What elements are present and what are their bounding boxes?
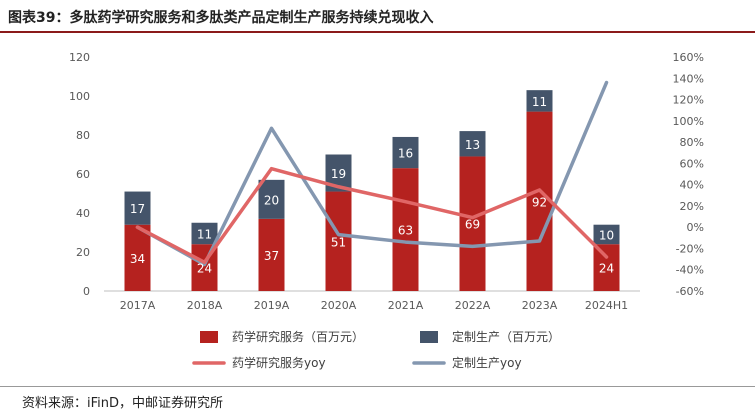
bar-pharma-service [593, 244, 620, 291]
y-left-tick-label: 100 [69, 90, 90, 103]
data-label-pharma: 34 [130, 252, 145, 266]
x-tick-label: 2024H1 [585, 299, 628, 312]
x-tick-label: 2022A [455, 299, 491, 312]
bar-pharma-service [124, 224, 151, 291]
legend-pharma-service-swatch [200, 331, 218, 343]
data-label-pharma: 24 [197, 262, 212, 276]
source-note: 资料来源：iFinD，中邮证券研究所 [22, 396, 224, 411]
legend-custom-production-swatch [420, 331, 438, 343]
data-label-custom: 11 [532, 95, 547, 109]
bar-custom-production [191, 222, 218, 245]
data-label-custom: 16 [398, 147, 413, 161]
y-left-tick-label: 20 [76, 246, 90, 259]
legend-pharma-service-label: 药学研究服务（百万元） [232, 329, 364, 344]
x-tick-label: 2018A [187, 299, 223, 312]
y-left-tick-label: 120 [69, 51, 90, 64]
bar-pharma-service [258, 218, 285, 291]
bar-pharma-service [392, 168, 419, 291]
title-bar: 图表39：多肽药学研究服务和多肽类产品定制生产服务持续兑现收入 [0, 0, 755, 30]
x-tick-label: 2020A [321, 299, 357, 312]
legend-custom-production-label: 定制生产（百万元） [452, 329, 560, 344]
data-label-custom: 11 [197, 227, 212, 241]
bar-custom-production [526, 90, 553, 112]
legend-pharma-yoy-label: 药学研究服务yoy [232, 355, 326, 370]
y-left-tick-label: 40 [76, 207, 90, 220]
x-tick-label: 2019A [254, 299, 290, 312]
data-label-pharma: 69 [465, 218, 480, 232]
data-label-custom: 13 [465, 138, 480, 152]
data-label-pharma: 51 [331, 235, 346, 249]
bar-custom-production [459, 131, 486, 157]
legend-custom-yoy-label: 定制生产yoy [452, 355, 522, 370]
y-right-tick-label: 160% [673, 51, 704, 64]
y-left-tick-label: 0 [83, 285, 90, 298]
line-pharma-yoy [135, 166, 609, 265]
y-right-tick-label: 120% [673, 94, 704, 107]
bar-pharma-service [459, 156, 486, 291]
y-right-tick-label: 80% [680, 136, 704, 149]
data-label-custom: 10 [599, 228, 614, 242]
line-custom-yoy [135, 80, 609, 267]
bar-custom-production [392, 136, 419, 169]
title-divider [0, 31, 755, 33]
bar-custom-production [593, 224, 620, 245]
y-right-tick-label: 60% [680, 157, 704, 170]
y-right-tick-label: 40% [680, 179, 704, 192]
y-right-tick-label: 100% [673, 115, 704, 128]
y-right-tick-label: 140% [673, 72, 704, 85]
data-label-custom: 17 [130, 202, 145, 216]
y-left-tick-label: 60 [76, 168, 90, 181]
x-tick-label: 2021A [388, 299, 424, 312]
y-left-tick-label: 80 [76, 129, 90, 142]
data-label-custom: 20 [264, 193, 279, 207]
x-tick-label: 2017A [120, 299, 156, 312]
source-divider [0, 386, 755, 387]
data-label-pharma: 92 [532, 195, 547, 209]
data-label-pharma: 37 [264, 249, 279, 263]
data-label-pharma: 63 [398, 224, 413, 238]
bar-pharma-service [526, 111, 553, 291]
bar-pharma-service [325, 191, 352, 291]
y-right-tick-label: 20% [680, 200, 704, 213]
bar-custom-production [124, 191, 151, 225]
chart-title: 图表39：多肽药学研究服务和多肽类产品定制生产服务持续兑现收入 [8, 10, 434, 26]
chart-area: 0 20 40 60 80 100 120 -60% -40% -20% 0% 20% 40% 60% 80… [69, 51, 704, 370]
data-label-pharma: 24 [599, 262, 614, 276]
x-tick-label: 2023A [522, 299, 558, 312]
y-right-tick-label: -60% [676, 285, 704, 298]
y-right-tick-label: -20% [676, 242, 704, 255]
bar-custom-production [258, 179, 285, 219]
y-right-tick-label: 0% [687, 221, 704, 234]
y-right-tick-label: -40% [676, 264, 704, 277]
data-label-custom: 19 [331, 167, 346, 181]
